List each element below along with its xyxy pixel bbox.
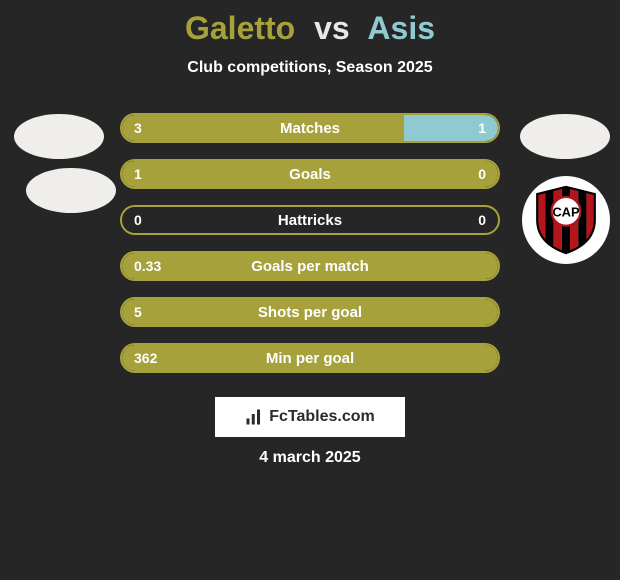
stat-label: Goals per match (120, 251, 500, 281)
subtitle: Club competitions, Season 2025 (0, 59, 620, 77)
stat-value-left: 5 (134, 297, 142, 327)
comparison-infographic: Galetto vs Asis Club competitions, Seaso… (0, 0, 620, 580)
vs-text: vs (314, 10, 350, 46)
stat-value-right: 0 (478, 159, 486, 189)
stat-value-left: 0 (134, 205, 142, 235)
stat-row: Goals per match0.33 (120, 251, 500, 281)
date-label: 4 march 2025 (0, 449, 620, 467)
stat-label: Hattricks (120, 205, 500, 235)
footer-label: FcTables.com (269, 408, 375, 426)
stat-row: Hattricks0 0 (120, 205, 500, 235)
stat-value-right: 1 (478, 113, 486, 143)
stat-row: Min per goal362 (120, 343, 500, 373)
page-title: Galetto vs Asis (0, 10, 620, 47)
stats-bars: Matches31Goals10Hattricks00Goals per mat… (0, 113, 620, 373)
footer-brand[interactable]: FcTables.com (215, 397, 405, 437)
chart-icon (245, 408, 263, 426)
stat-value-left: 0.33 (134, 251, 161, 281)
stat-label: Goals (120, 159, 500, 189)
stat-label: Shots per goal (120, 297, 500, 327)
stat-label: Matches (120, 113, 500, 143)
player1-name: Galetto (185, 10, 295, 46)
stat-value-right: 0 (478, 205, 486, 235)
stat-row: Shots per goal5 (120, 297, 500, 327)
stat-row: Matches3 1 (120, 113, 500, 143)
stat-value-left: 1 (134, 159, 142, 189)
stat-value-left: 3 (134, 113, 142, 143)
player2-name: Asis (367, 10, 435, 46)
stat-label: Min per goal (120, 343, 500, 373)
stat-row: Goals1 0 (120, 159, 500, 189)
stat-value-left: 362 (134, 343, 157, 373)
